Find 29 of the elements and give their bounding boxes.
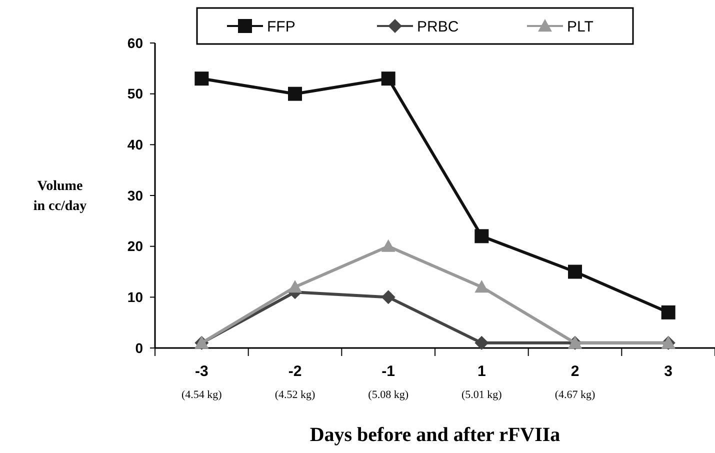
y-axis-title: Volume in cc/day <box>33 179 87 214</box>
y-tick-label: 50 <box>127 86 144 102</box>
y-tick-label: 20 <box>127 238 144 254</box>
legend-label: FFP <box>267 18 296 36</box>
point <box>381 72 396 86</box>
y-tick-label: 10 <box>127 289 144 306</box>
point <box>288 86 302 101</box>
legend-label: PRBC <box>417 18 459 36</box>
y-tick-label: 0 <box>135 340 144 356</box>
y-tick-label: 40 <box>127 136 144 153</box>
x-tick-label: -1 (5.08 kg) <box>368 363 409 401</box>
point <box>474 280 489 293</box>
point <box>474 336 489 350</box>
x-tick-label: 2 (4.67 kg) <box>554 363 596 401</box>
point <box>288 280 302 293</box>
point <box>381 239 396 252</box>
x-tick-label: 3 <box>664 363 673 380</box>
point <box>568 264 582 279</box>
x-tick-label: -3 (4.54 kg) <box>182 363 222 401</box>
x-axis-title: Days before and after rFVIIa <box>310 424 560 446</box>
point <box>194 72 209 86</box>
y-tick-label: 60 <box>127 34 144 51</box>
point <box>474 229 489 244</box>
legend-label: PLT <box>567 18 594 36</box>
x-tick-label: -2 (4.52 kg) <box>274 363 316 401</box>
point <box>381 290 396 304</box>
y-tick-label: 30 <box>127 187 144 204</box>
point <box>661 305 676 320</box>
x-tick-label: 1 (5.01 kg) <box>462 363 502 401</box>
